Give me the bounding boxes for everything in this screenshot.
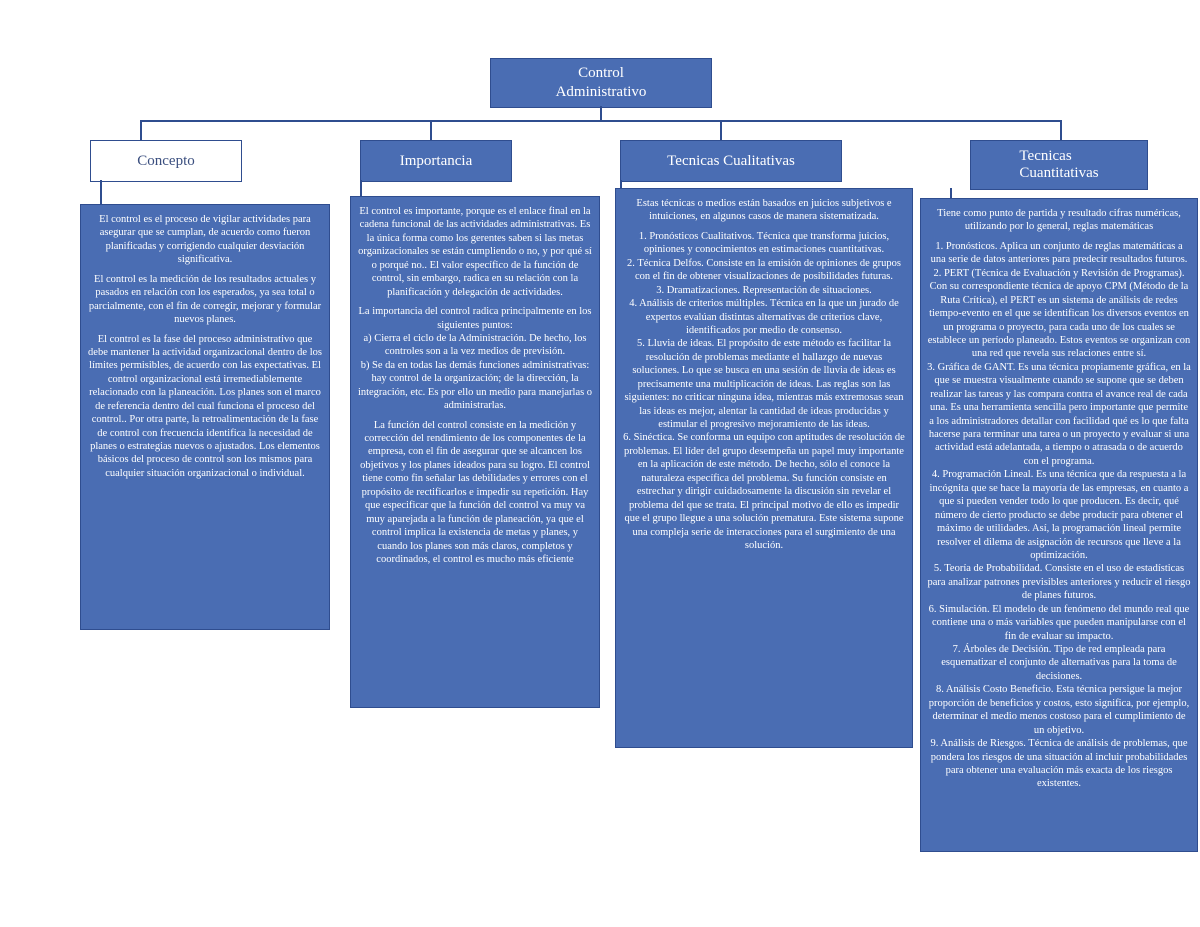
header-tecnicas-cualitativas: Tecnicas Cualitativas <box>620 140 842 182</box>
header-importancia-label: Importancia <box>400 153 472 170</box>
header-concepto-label: Concepto <box>137 153 195 170</box>
body-paragraph: El control es la medición de los resulta… <box>87 273 323 327</box>
connector-cap-3 <box>950 188 952 198</box>
connector-root-down <box>600 106 602 120</box>
connector-cap-2 <box>620 180 622 188</box>
connector-drop-0 <box>140 120 142 140</box>
root-node: Control Administrativo <box>490 58 712 108</box>
body-paragraph: Estas técnicas o medios están basados en… <box>622 197 906 224</box>
header-concepto: Concepto <box>90 140 242 182</box>
body-tecnicas-cualitativas: Estas técnicas o medios están basados en… <box>615 188 913 748</box>
connector-drop-1 <box>430 120 432 140</box>
body-tecnicas-cuantitativas: Tiene como punto de partida y resultado … <box>920 198 1198 852</box>
body-paragraph: La función del control consiste en la me… <box>357 419 593 567</box>
connector-drop-2 <box>720 120 722 140</box>
connector-horizontal <box>140 120 1060 122</box>
connector-cap-0 <box>100 180 102 204</box>
header-tecnicas-cuantitativas: Tecnicas Cuantitativas <box>970 140 1148 190</box>
body-importancia: El control es importante, porque es el e… <box>350 196 600 708</box>
header-tecnicas-cuantitativas-label: Tecnicas Cuantitativas <box>1019 148 1098 182</box>
body-paragraph: 1. Pronósticos Cualitativos. Técnica que… <box>622 230 906 553</box>
body-paragraph: El control es la fase del proceso admini… <box>87 333 323 481</box>
connector-drop-3 <box>1060 120 1062 140</box>
header-importancia: Importancia <box>360 140 512 182</box>
header-tecnicas-cualitativas-label: Tecnicas Cualitativas <box>667 153 795 170</box>
body-concepto: El control es el proceso de vigilar acti… <box>80 204 330 630</box>
body-paragraph: La importancia del control radica princi… <box>357 305 593 413</box>
body-paragraph: El control es el proceso de vigilar acti… <box>87 213 323 267</box>
connector-cap-1 <box>360 180 362 196</box>
body-paragraph: Tiene como punto de partida y resultado … <box>927 207 1191 234</box>
body-paragraph: 1. Pronósticos. Aplica un conjunto de re… <box>927 240 1191 791</box>
body-paragraph: El control es importante, porque es el e… <box>357 205 593 299</box>
